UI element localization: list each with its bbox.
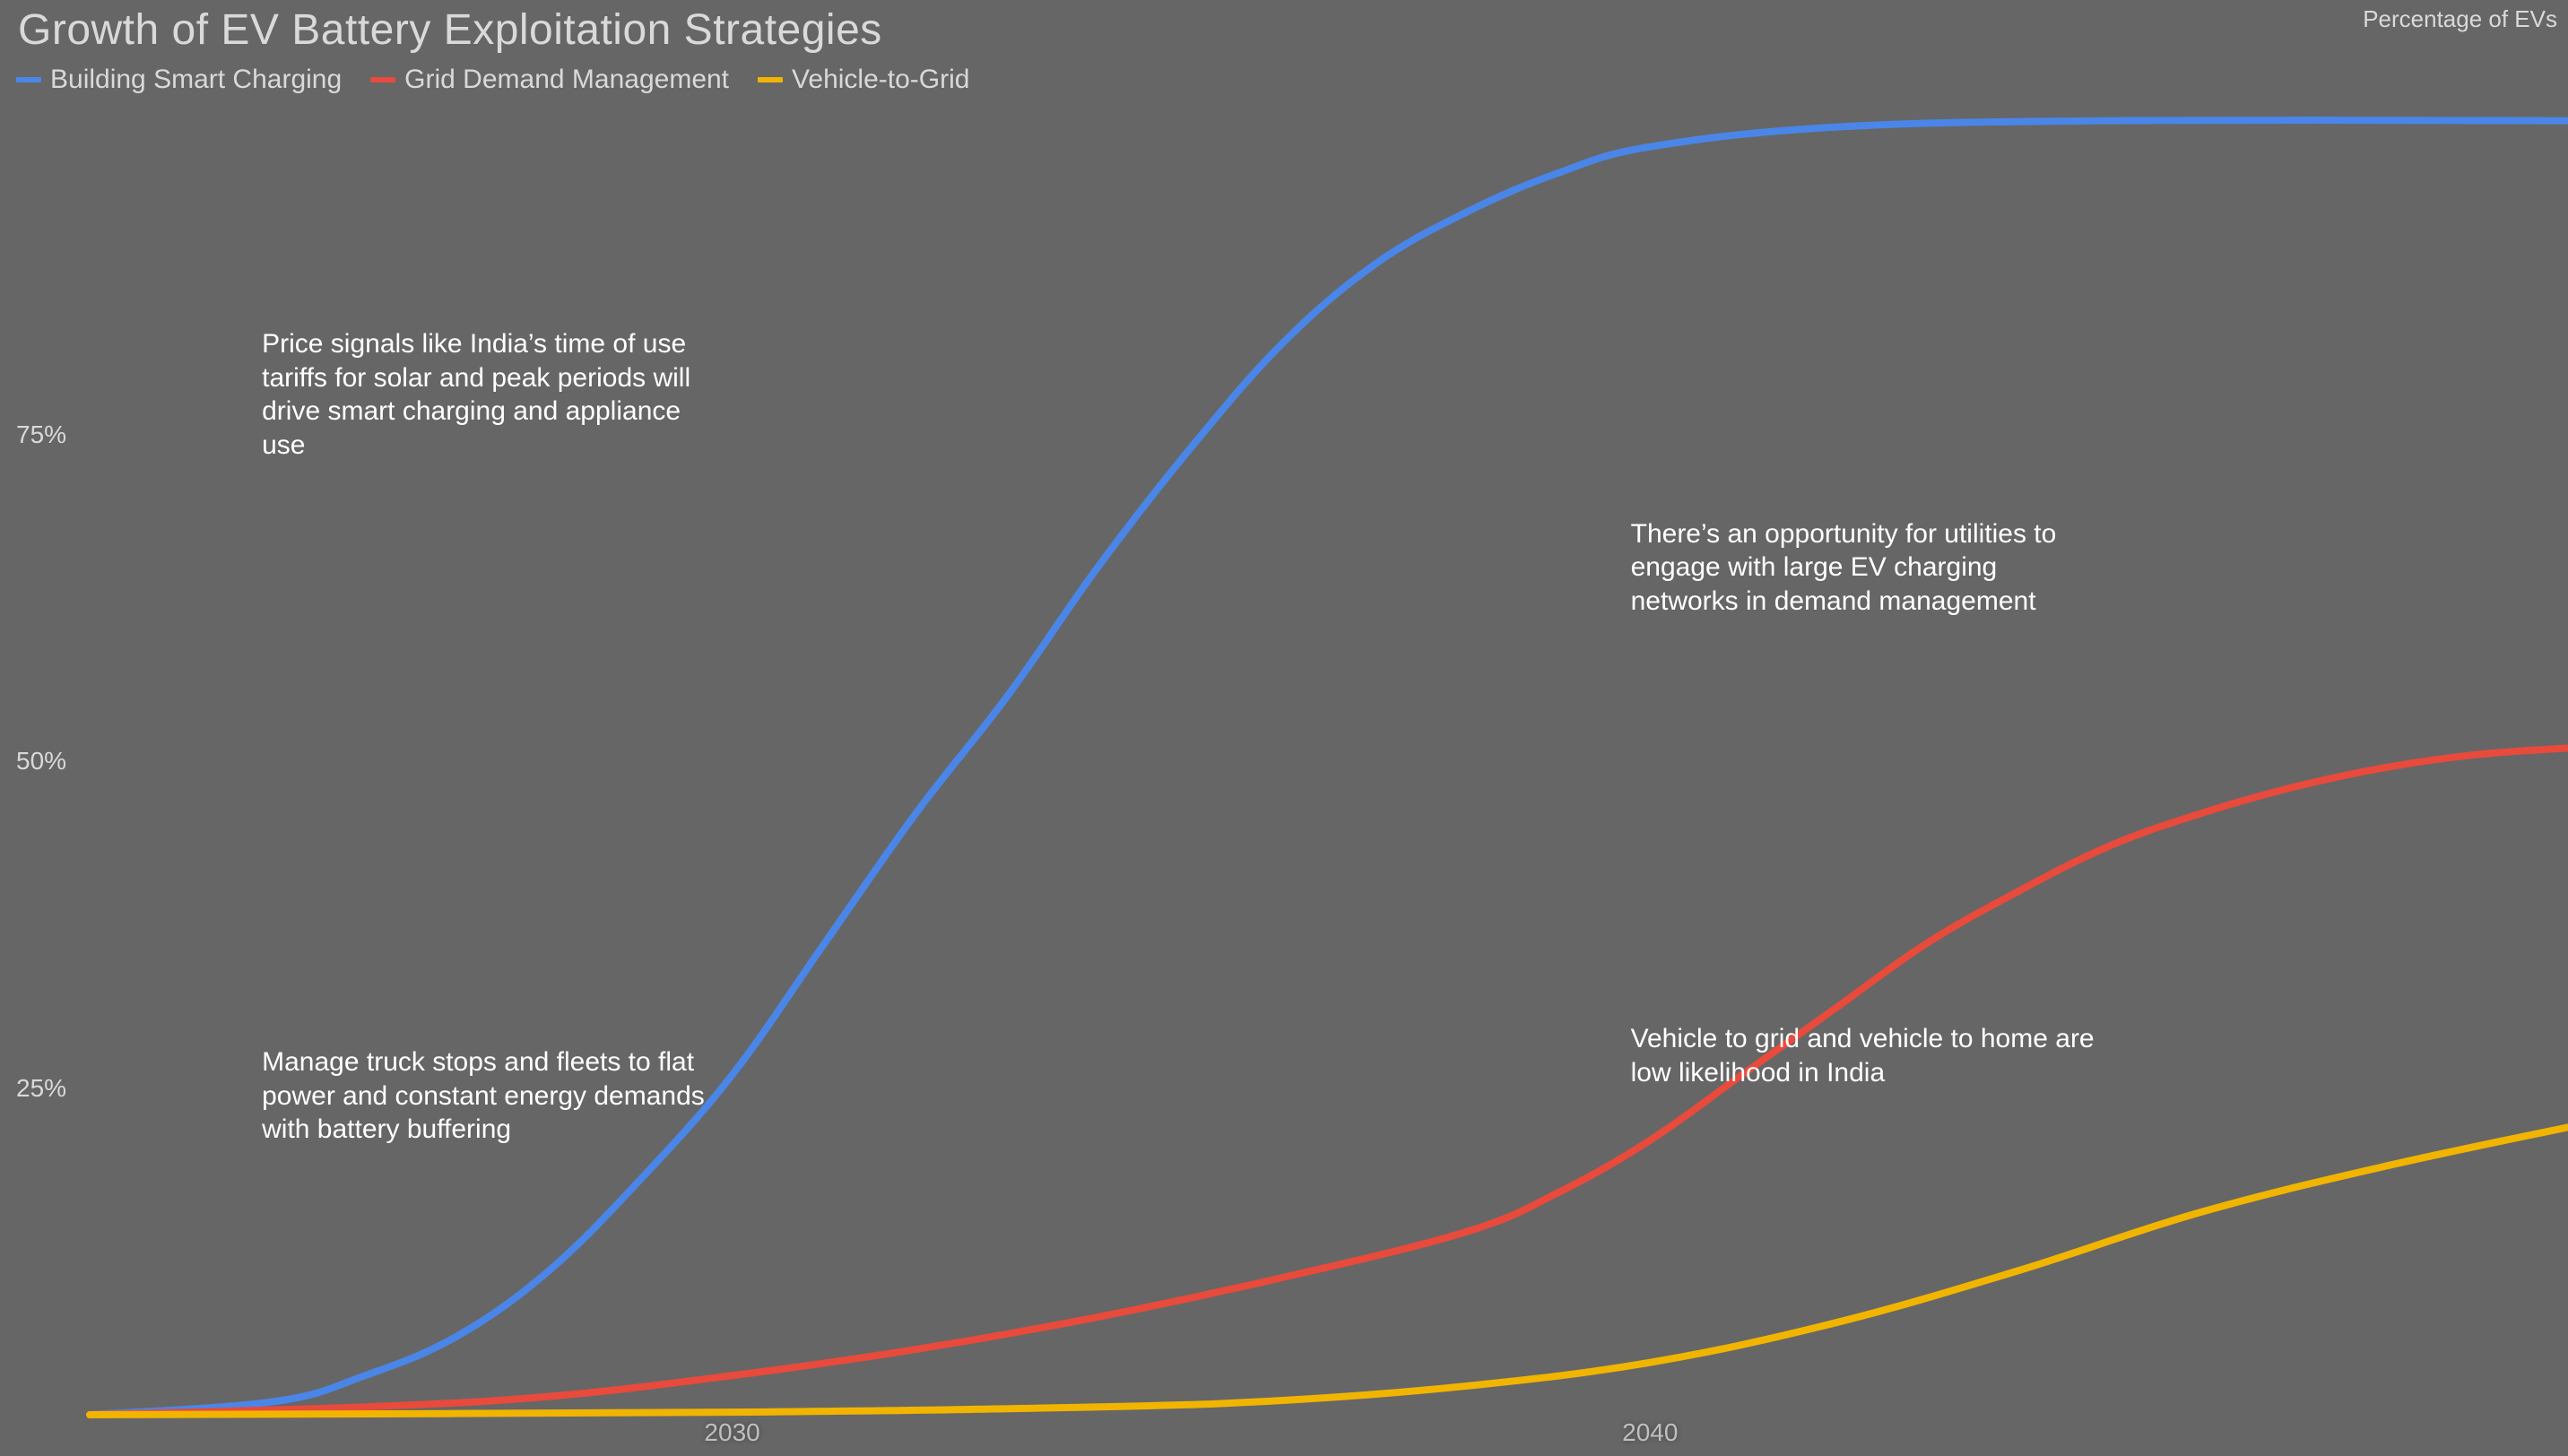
legend-item: Building Smart Charging [16, 65, 342, 95]
anno-utilities: There’s an opportunity for utilities to … [1631, 517, 2097, 619]
chart-container: Growth of EV Battery Exploitation Strate… [0, 0, 2568, 1456]
legend-swatch [16, 77, 41, 82]
chart-title: Growth of EV Battery Exploitation Strate… [18, 7, 882, 55]
y-tick-label: 25% [16, 1074, 66, 1103]
x-tick-label: 2030 [704, 1418, 759, 1447]
legend-item: Grid Demand Management [370, 65, 729, 95]
anno-truck-stops: Manage truck stops and fleets to flat po… [262, 1045, 728, 1147]
anno-v2g-india: Vehicle to grid and vehicle to home are … [1631, 1022, 2097, 1089]
legend-item: Vehicle-to-Grid [758, 65, 969, 95]
series-line [90, 1127, 2568, 1415]
y-tick-label: 75% [16, 420, 66, 449]
legend-swatch [758, 77, 783, 82]
legend-label: Building Smart Charging [50, 65, 342, 95]
chart-subtitle: Percentage of EVs [2363, 5, 2557, 33]
x-tick-label: 2040 [1622, 1418, 1678, 1447]
chart-svg [0, 0, 2568, 1456]
anno-price-signals: Price signals like India’s time of use t… [262, 327, 728, 462]
legend-label: Vehicle-to-Grid [792, 65, 969, 95]
series-line [90, 120, 2568, 1415]
legend: Building Smart Charging Grid Demand Manag… [16, 65, 969, 95]
y-tick-label: 50% [16, 747, 66, 776]
legend-label: Grid Demand Management [404, 65, 729, 95]
legend-swatch [370, 77, 395, 82]
